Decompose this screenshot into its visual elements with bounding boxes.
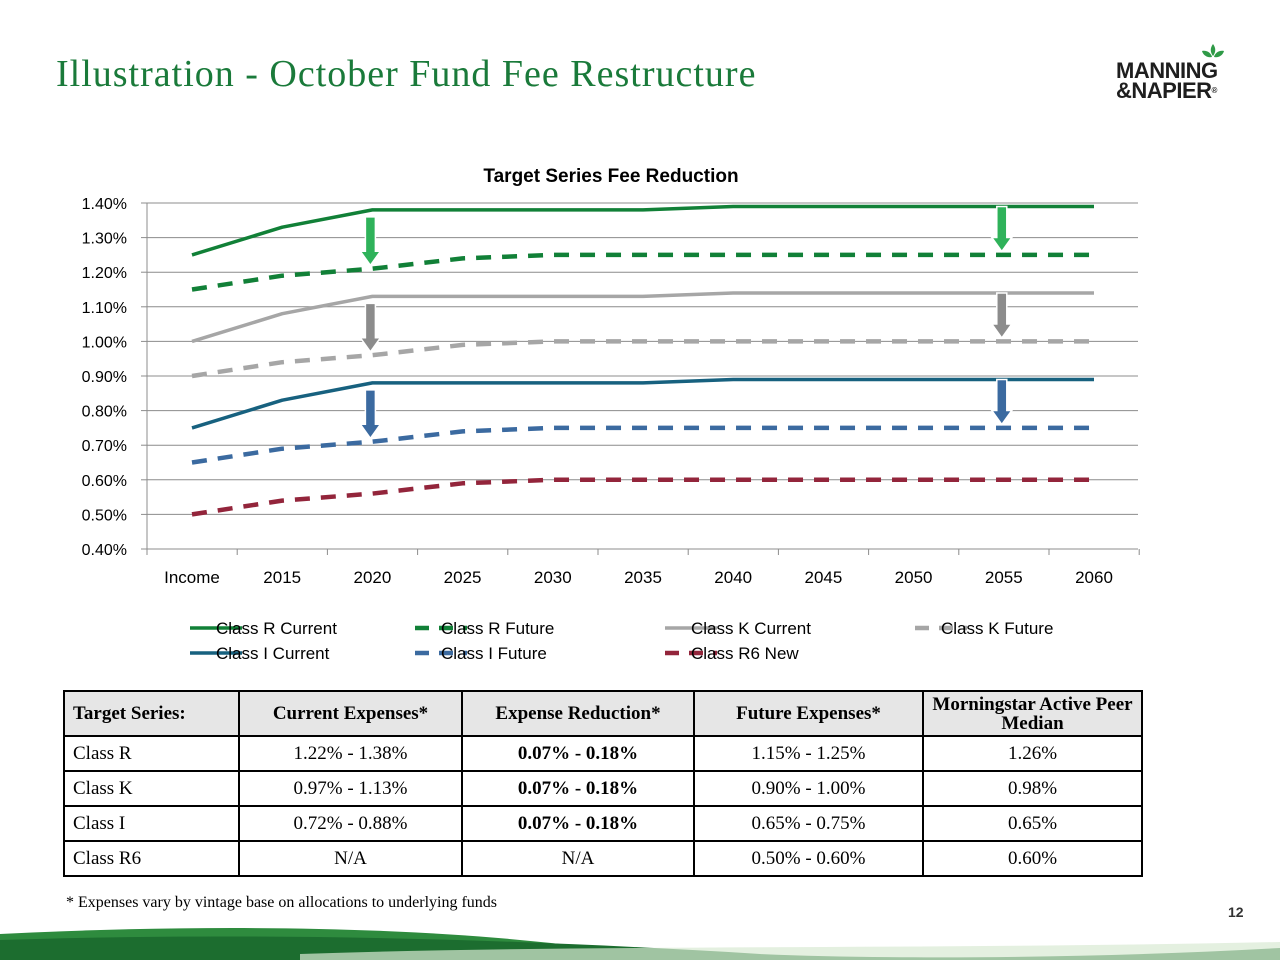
series-line-class-r-future xyxy=(191,252,1094,292)
cell-future: 0.50% - 0.60% xyxy=(693,840,924,877)
x-tick-label: 2045 xyxy=(804,568,842,587)
y-tick-label: 0.90% xyxy=(82,369,127,386)
logo-line-1: MANNING xyxy=(1116,58,1218,83)
cell-future: 0.90% - 1.00% xyxy=(693,770,924,807)
cell-series: Class R6 xyxy=(63,840,240,877)
logo-line-2-text: &NAPIER xyxy=(1116,78,1212,103)
down-arrow-icon xyxy=(358,216,382,267)
legend-label: Class K Current xyxy=(691,619,811,638)
legend-label: Class R Future xyxy=(441,619,554,638)
series-line-class-i-future xyxy=(191,425,1094,465)
chart-title: Target Series Fee Reduction xyxy=(483,166,738,187)
x-tick-label: Income xyxy=(164,568,220,587)
down-arrow-icon xyxy=(358,302,382,354)
table-header-row: Target Series: Current Expenses* Expense… xyxy=(63,690,1143,737)
x-tick-label: 2050 xyxy=(895,568,933,587)
legend-label: Class K Future xyxy=(941,619,1053,638)
footnote: * Expenses vary by vintage base on alloc… xyxy=(66,894,498,911)
x-tick-label: 2025 xyxy=(444,568,482,587)
series-line-class-k-current xyxy=(191,291,1094,344)
y-tick-label: 1.10% xyxy=(82,300,127,317)
cell-current: 0.72% - 0.88% xyxy=(238,805,463,842)
y-tick-label: 0.50% xyxy=(82,507,127,524)
cell-reduction: N/A xyxy=(461,840,695,877)
cell-future: 0.65% - 0.75% xyxy=(693,805,924,842)
header-future-expenses: Future Expenses* xyxy=(693,690,924,737)
y-tick-label: 1.00% xyxy=(82,334,127,351)
y-tick-label: 1.30% xyxy=(82,231,127,248)
table-row: Class K 0.97% - 1.13% 0.07% - 0.18% 0.90… xyxy=(63,770,1143,807)
down-arrow-icon xyxy=(990,378,1014,426)
series-line-class-r-current xyxy=(191,204,1094,257)
legend-label: Class I Current xyxy=(216,644,330,663)
x-tick-label: 2055 xyxy=(985,568,1023,587)
leaf-icon xyxy=(1202,44,1224,58)
cell-series: Class R xyxy=(63,735,240,772)
x-tick-label: 2035 xyxy=(624,568,662,587)
x-tick-label: 2030 xyxy=(534,568,572,587)
slide-title: Illustration - October Fund Fee Restruct… xyxy=(56,53,757,95)
cell-current: 1.22% - 1.38% xyxy=(238,735,463,772)
y-tick-label: 0.80% xyxy=(82,404,127,421)
x-tick-label: 2040 xyxy=(714,568,752,587)
manning-napier-logo: MANNING &NAPIER® xyxy=(1116,44,1240,104)
legend-label: Class R Current xyxy=(216,619,337,638)
header-target-series: Target Series: xyxy=(63,690,240,737)
cell-series: Class K xyxy=(63,770,240,807)
x-tick-label: 2020 xyxy=(353,568,391,587)
x-tick-label: 2015 xyxy=(263,568,301,587)
cell-peer-median: 1.26% xyxy=(922,735,1143,772)
table-row: Class R6 N/A N/A 0.50% - 0.60% 0.60% xyxy=(63,840,1143,877)
logo-line-2: &NAPIER® xyxy=(1116,80,1217,102)
cell-reduction: 0.07% - 0.18% xyxy=(461,735,695,772)
y-tick-label: 1.20% xyxy=(82,265,127,282)
cell-current: 0.97% - 1.13% xyxy=(238,770,463,807)
table-row: Class R 1.22% - 1.38% 0.07% - 0.18% 1.15… xyxy=(63,735,1143,772)
header-expense-reduction: Expense Reduction* xyxy=(461,690,695,737)
cell-future: 1.15% - 1.25% xyxy=(693,735,924,772)
cell-reduction: 0.07% - 0.18% xyxy=(461,770,695,807)
series-line-class-i-current xyxy=(191,377,1094,430)
y-tick-label: 0.70% xyxy=(82,438,127,455)
cell-peer-median: 0.60% xyxy=(922,840,1143,877)
page-number: 12 xyxy=(1228,904,1244,920)
x-tick-label: 2060 xyxy=(1075,568,1113,587)
table-row: Class I 0.72% - 0.88% 0.07% - 0.18% 0.65… xyxy=(63,805,1143,842)
legend-label: Class R6 New xyxy=(691,644,799,663)
down-arrow-icon xyxy=(990,205,1014,253)
cell-current: N/A xyxy=(238,840,463,877)
logo-registered-mark: ® xyxy=(1211,86,1218,95)
y-tick-label: 1.40% xyxy=(82,196,127,213)
down-arrow-icon xyxy=(358,389,382,440)
y-tick-label: 0.60% xyxy=(82,473,127,490)
cell-peer-median: 0.65% xyxy=(922,805,1143,842)
cell-reduction: 0.07% - 0.18% xyxy=(461,805,695,842)
legend-label: Class I Future xyxy=(441,644,547,663)
down-arrow-icon xyxy=(990,292,1014,340)
cell-series: Class I xyxy=(63,805,240,842)
header-peer-median: Morningstar Active Peer Median xyxy=(922,690,1143,737)
fee-reduction-chart: Target Series Fee Reduction 0.40% 0.50% 0.6… xyxy=(82,166,1140,663)
series-line-class-r6-new xyxy=(191,477,1094,517)
cell-peer-median: 0.98% xyxy=(922,770,1143,807)
y-tick-label: 0.40% xyxy=(82,542,127,559)
header-current-expenses: Current Expenses* xyxy=(238,690,463,737)
series-line-class-k-future xyxy=(191,339,1094,379)
fee-table: Target Series: Current Expenses* Expense… xyxy=(63,690,1143,877)
bottom-decorative-band xyxy=(0,928,1280,960)
